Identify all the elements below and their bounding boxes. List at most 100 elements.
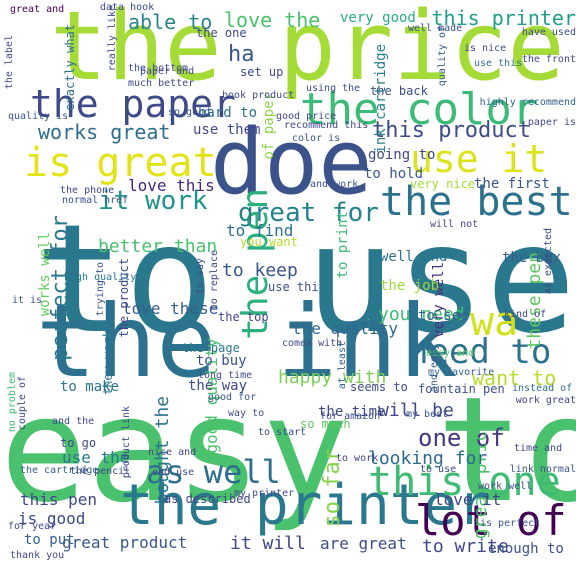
word-the-box: the box	[502, 250, 562, 266]
word-to-use: to use	[34, 193, 576, 367]
word-to-go: to go	[60, 436, 97, 450]
word-to-work: to work	[336, 453, 379, 464]
word-the-bottom: the bottom	[128, 63, 189, 74]
word-love-these: love these	[122, 299, 219, 318]
word-as-well: as well	[146, 453, 281, 491]
word-love-it: love it	[434, 490, 502, 509]
word-really-like: really like	[107, 5, 118, 72]
word-nice-and: nice and	[148, 447, 197, 458]
word-well-and: well and	[380, 249, 448, 265]
word-the-job: the job	[380, 278, 440, 294]
word-hard-to: hard to	[198, 105, 258, 121]
word-to-use: to use	[420, 464, 457, 475]
word-using-the: using the	[306, 83, 361, 94]
word-set-up: set up	[240, 65, 284, 79]
word-and-the: and the	[52, 416, 95, 427]
word-as-described: as described	[164, 492, 251, 506]
word-use-it: use it	[410, 137, 548, 181]
word-the-ink: the ink	[36, 283, 458, 400]
word-the-paper: the paper	[30, 82, 236, 126]
word-much-better: much better	[128, 78, 195, 89]
word-the-first: the first	[474, 176, 550, 192]
word-for-year: for year	[8, 521, 57, 532]
word-so-much: so much	[300, 417, 351, 431]
word-exactly-what: exactly what	[63, 24, 77, 111]
word-the-pencil: the pencil	[70, 466, 131, 477]
word-to-write: to write	[422, 536, 509, 557]
word-they-work: they work	[101, 330, 115, 396]
word-paper-is: paper is	[527, 117, 576, 128]
word-to-keep: to keep	[222, 260, 298, 281]
word-seems-to: seems to	[350, 380, 408, 394]
word-the-time: the time	[318, 404, 386, 420]
word-my-best: my best	[406, 409, 449, 420]
word-great-for: great for	[238, 198, 379, 228]
word-use-the: use the	[62, 448, 130, 467]
word-and-work: and work	[310, 179, 359, 190]
word-the-back: the back	[370, 84, 428, 98]
word-great-and: great and	[10, 4, 65, 15]
word-instead-of: instead of	[512, 383, 573, 394]
word-it-is: it is	[12, 295, 43, 306]
word-use-thi: use thi	[268, 280, 319, 294]
word-happy-with: happy with	[278, 367, 387, 388]
word-to-see: to see	[418, 308, 469, 324]
word-love-the: love the	[224, 8, 321, 32]
word-high-quality: high quality	[64, 272, 137, 283]
word-able-to: able to	[128, 10, 213, 34]
word-going-to: going to	[368, 147, 436, 163]
word-easy-and: easy and	[426, 348, 475, 359]
word-for-amazon: for amazon	[320, 411, 381, 422]
word-time-and: time and	[514, 443, 563, 454]
word-normal-href: normal href	[62, 195, 129, 206]
word-looking-for: looking for	[368, 448, 488, 469]
word-use-them: use them	[193, 122, 261, 138]
word-to-say: to say	[195, 258, 206, 295]
word-the-color: the color	[300, 84, 539, 135]
word-book-product: book product	[222, 90, 295, 101]
word-will-be: will be	[378, 400, 454, 421]
word-recommend-this: recommend this	[284, 120, 369, 131]
word-good-price: good price	[276, 111, 337, 122]
word-my-printer: my printer	[234, 488, 295, 499]
word-to-buy: to buy	[196, 353, 247, 369]
word-kind-of: kind of	[504, 309, 547, 320]
word-it-work: it work	[98, 186, 208, 216]
word-trying-to: trying to	[95, 262, 106, 317]
word-to-put: to put	[24, 532, 75, 548]
word-the-way: the way	[188, 378, 248, 394]
word-so-good: so good	[168, 107, 211, 118]
word-comes-with: comes with	[282, 338, 343, 349]
word-work-well: work well	[478, 481, 533, 492]
word-wa: wa	[470, 299, 519, 345]
word-long-time: long time	[198, 370, 253, 381]
word-end-use: end use	[152, 467, 195, 478]
word-my-favorite: my favorite	[428, 367, 495, 378]
word-paper-and: paper and	[140, 66, 195, 77]
word-need-to: need to	[408, 332, 552, 372]
word-is-great: is great	[24, 140, 217, 186]
word-good-for: good for	[208, 392, 257, 403]
word-the-product: the product	[117, 258, 131, 338]
word-doe: doe	[210, 110, 373, 215]
word-quality-of: quality of	[437, 26, 448, 87]
word-is-perfect: is perfect	[480, 518, 541, 529]
word-very-well: very well	[431, 262, 447, 338]
word-the-label: the label	[4, 35, 15, 90]
word-way-to: way to	[228, 408, 265, 419]
word-very-nice: very nice	[410, 177, 476, 191]
word-use-this: use this	[474, 58, 523, 69]
word-the-phone: the phone	[60, 185, 115, 196]
word-the-one: the one	[196, 26, 247, 40]
word-highly-recommend: highly recommend	[479, 97, 576, 108]
word-it-will: it will	[230, 533, 306, 554]
word-you-need: you need	[378, 304, 465, 325]
word-to-print: to print	[335, 211, 351, 279]
word-works-great: works great	[38, 120, 171, 144]
word-enough-to: enough to	[488, 541, 564, 557]
word-the-best: the best	[380, 179, 573, 225]
word-this-pen: this pen	[20, 490, 98, 509]
word-to-hold: to hold	[364, 166, 424, 182]
word-color-is: color is	[292, 133, 341, 144]
